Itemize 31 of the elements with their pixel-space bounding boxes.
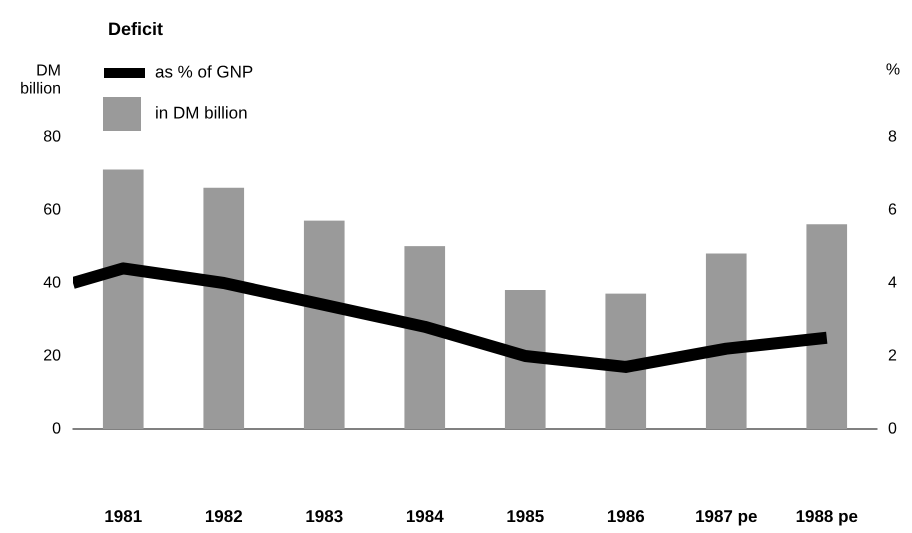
legend-label: as % of GNP bbox=[155, 62, 254, 82]
bar bbox=[504, 290, 546, 429]
bar bbox=[706, 253, 747, 429]
y2-tick-label: 8 bbox=[888, 128, 897, 146]
y-tick-label: 60 bbox=[43, 201, 62, 218]
y-tick-label: 0 bbox=[52, 420, 62, 438]
y2-tick-label: 6 bbox=[888, 201, 897, 218]
y2-tick-label: 4 bbox=[888, 274, 897, 292]
y-tick-label: 40 bbox=[43, 274, 62, 292]
bar bbox=[404, 246, 446, 429]
bar bbox=[304, 220, 345, 429]
x-tick-label: 1981 bbox=[104, 506, 142, 526]
y2-tick-label: 2 bbox=[888, 347, 897, 364]
x-tick-label: 1984 bbox=[406, 506, 444, 526]
y-axis-title: DM billion bbox=[20, 62, 61, 98]
bar bbox=[605, 294, 646, 429]
legend-label: in DM billion bbox=[155, 104, 248, 123]
y-tick-label: 20 bbox=[43, 347, 62, 364]
x-tick-label: 1983 bbox=[305, 506, 344, 526]
y2-axis-title: % bbox=[886, 61, 900, 78]
bar bbox=[203, 188, 244, 429]
y2-tick-label: 0 bbox=[888, 420, 897, 438]
x-tick-label: 1985 bbox=[506, 506, 544, 526]
x-tick-label: 1982 bbox=[204, 506, 243, 526]
x-tick-label: 1986 bbox=[606, 506, 645, 526]
x-tick-label: 1987 pe bbox=[695, 506, 758, 526]
chart-title: Deficit bbox=[108, 18, 164, 39]
x-tick-label: 1988 pe bbox=[796, 506, 858, 526]
bar bbox=[806, 224, 848, 429]
bar bbox=[102, 170, 144, 429]
y-tick-label: 80 bbox=[43, 128, 62, 146]
